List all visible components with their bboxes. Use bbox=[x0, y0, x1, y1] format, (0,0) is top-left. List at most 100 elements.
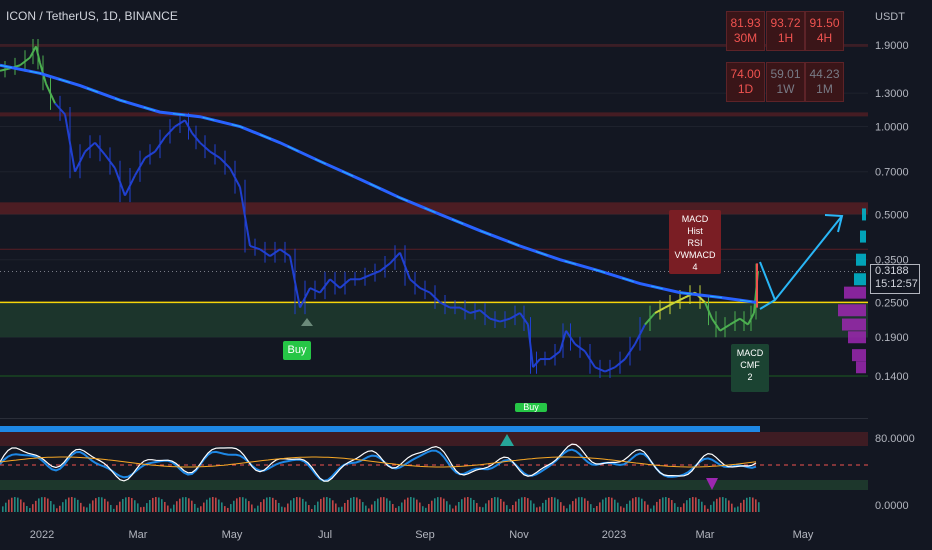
sell-signal-line: RSI bbox=[687, 238, 703, 248]
support-zone bbox=[0, 302, 868, 338]
histogram-bar bbox=[746, 497, 748, 512]
histogram-bar bbox=[644, 501, 646, 512]
price-tick-label: 0.1900 bbox=[875, 332, 909, 344]
sell-signal-label: MACD Hist RSI VWMACD 4 bbox=[669, 210, 721, 274]
rsi-cell: 81.93 30M bbox=[726, 11, 765, 51]
histogram-bar bbox=[233, 500, 235, 512]
price-axis[interactable]: USDT 1.9000 1.3000 1.0000 0.7000 0.5000 0.3500… bbox=[868, 0, 932, 520]
histogram-bar bbox=[716, 498, 718, 512]
projection-entry bbox=[759, 261, 776, 301]
histogram-bar bbox=[101, 497, 103, 512]
histogram-bar bbox=[335, 503, 337, 512]
oscillator-pane[interactable]: 80.0000 0.0000 bbox=[0, 418, 915, 512]
histogram-bar bbox=[314, 505, 316, 512]
buy-signal-label: MACD CMF 2 bbox=[731, 344, 769, 392]
histogram-bar bbox=[269, 497, 271, 512]
histogram-bar bbox=[5, 502, 7, 512]
histogram-bar bbox=[662, 497, 664, 512]
histogram-bar bbox=[620, 506, 622, 512]
histogram-bar bbox=[722, 497, 724, 512]
price-tick-label: 0.2500 bbox=[875, 297, 909, 309]
histogram-bar bbox=[260, 502, 262, 512]
rsi-timeframe: 1H bbox=[777, 31, 794, 45]
histogram-bar bbox=[356, 497, 358, 512]
current-price-tag[interactable]: 0.3188 15:12:57 bbox=[870, 264, 920, 294]
histogram-bar bbox=[146, 503, 148, 512]
volume-profile-bar bbox=[844, 286, 866, 299]
histogram-bar bbox=[338, 507, 340, 512]
histogram-bar bbox=[44, 497, 46, 512]
histogram-bar bbox=[56, 508, 58, 512]
histogram-bar bbox=[707, 508, 709, 512]
chart-background bbox=[0, 44, 868, 377]
buy-label: Buy bbox=[283, 341, 311, 360]
histogram-bar bbox=[113, 508, 115, 512]
histogram-bar bbox=[287, 503, 289, 512]
histogram-bar bbox=[137, 503, 139, 512]
histogram-bar bbox=[677, 506, 679, 512]
histogram-bar bbox=[362, 502, 364, 512]
volume-profile-bar bbox=[852, 349, 866, 362]
histogram-bar bbox=[17, 497, 19, 512]
histogram-bar bbox=[179, 498, 181, 512]
time-tick-label: 2023 bbox=[602, 529, 626, 541]
time-axis[interactable]: 2022 Mar May Jul Sep Nov 2023 Mar May bbox=[0, 518, 932, 550]
histogram-bar bbox=[533, 503, 535, 512]
histogram-bar bbox=[692, 497, 694, 512]
histogram-bar bbox=[491, 498, 493, 512]
histogram-bar bbox=[248, 501, 250, 512]
rsi-cell: 91.50 4H bbox=[805, 11, 844, 51]
histogram-bar bbox=[59, 505, 61, 512]
histogram-bar bbox=[470, 497, 472, 512]
oversold-zone bbox=[0, 480, 868, 490]
histogram-bar bbox=[230, 504, 232, 512]
time-tick-label: Nov bbox=[509, 529, 529, 541]
histogram-bar bbox=[413, 497, 415, 512]
histogram-bar bbox=[479, 506, 481, 512]
histogram-bar bbox=[131, 498, 133, 512]
ma-highlight bbox=[0, 64, 757, 303]
resistance-band bbox=[0, 112, 868, 117]
histogram-bar bbox=[224, 506, 226, 512]
histogram-bar bbox=[584, 498, 586, 512]
symbol-title[interactable]: ICON / TetherUS, 1D, BINANCE bbox=[6, 9, 178, 23]
histogram-bar bbox=[419, 502, 421, 512]
histogram-bar bbox=[92, 500, 94, 512]
histogram-bar bbox=[158, 497, 160, 512]
histogram-bar bbox=[689, 498, 691, 512]
histogram-bar bbox=[416, 499, 418, 512]
histogram-bar bbox=[578, 497, 580, 512]
histogram-bar bbox=[437, 497, 439, 512]
histogram-bar bbox=[299, 497, 301, 512]
signal-marker-icon bbox=[500, 434, 514, 446]
histogram-bar bbox=[125, 497, 127, 512]
histogram-bar bbox=[305, 501, 307, 512]
histogram-bar bbox=[539, 506, 541, 512]
histogram-bar bbox=[152, 497, 154, 512]
histogram-bar bbox=[257, 505, 259, 512]
rsi-timeframe: 1W bbox=[776, 82, 795, 96]
histogram-bar bbox=[587, 500, 589, 512]
histogram-bar bbox=[50, 501, 52, 512]
histogram-bar bbox=[599, 502, 601, 512]
histogram-bar bbox=[635, 497, 637, 512]
histogram-bar bbox=[320, 498, 322, 512]
histogram-bar bbox=[344, 503, 346, 512]
histogram-bar bbox=[395, 507, 397, 512]
histogram-bar bbox=[98, 497, 100, 512]
price-tick-label: 0.3500 bbox=[875, 255, 909, 267]
histogram-bar bbox=[758, 502, 760, 512]
histogram-bar bbox=[8, 499, 10, 512]
rsi-cell: 59.01 1W bbox=[766, 62, 805, 102]
price-tick-label: 1.9000 bbox=[875, 40, 909, 52]
histogram-bar bbox=[404, 499, 406, 512]
histogram-bar bbox=[128, 497, 130, 512]
histogram-bar bbox=[506, 505, 508, 512]
histogram-bar bbox=[272, 497, 274, 512]
histogram-bar bbox=[359, 499, 361, 512]
histogram-bar bbox=[95, 498, 97, 512]
buy-label-2: Buy bbox=[515, 403, 547, 412]
histogram-bar bbox=[602, 499, 604, 512]
